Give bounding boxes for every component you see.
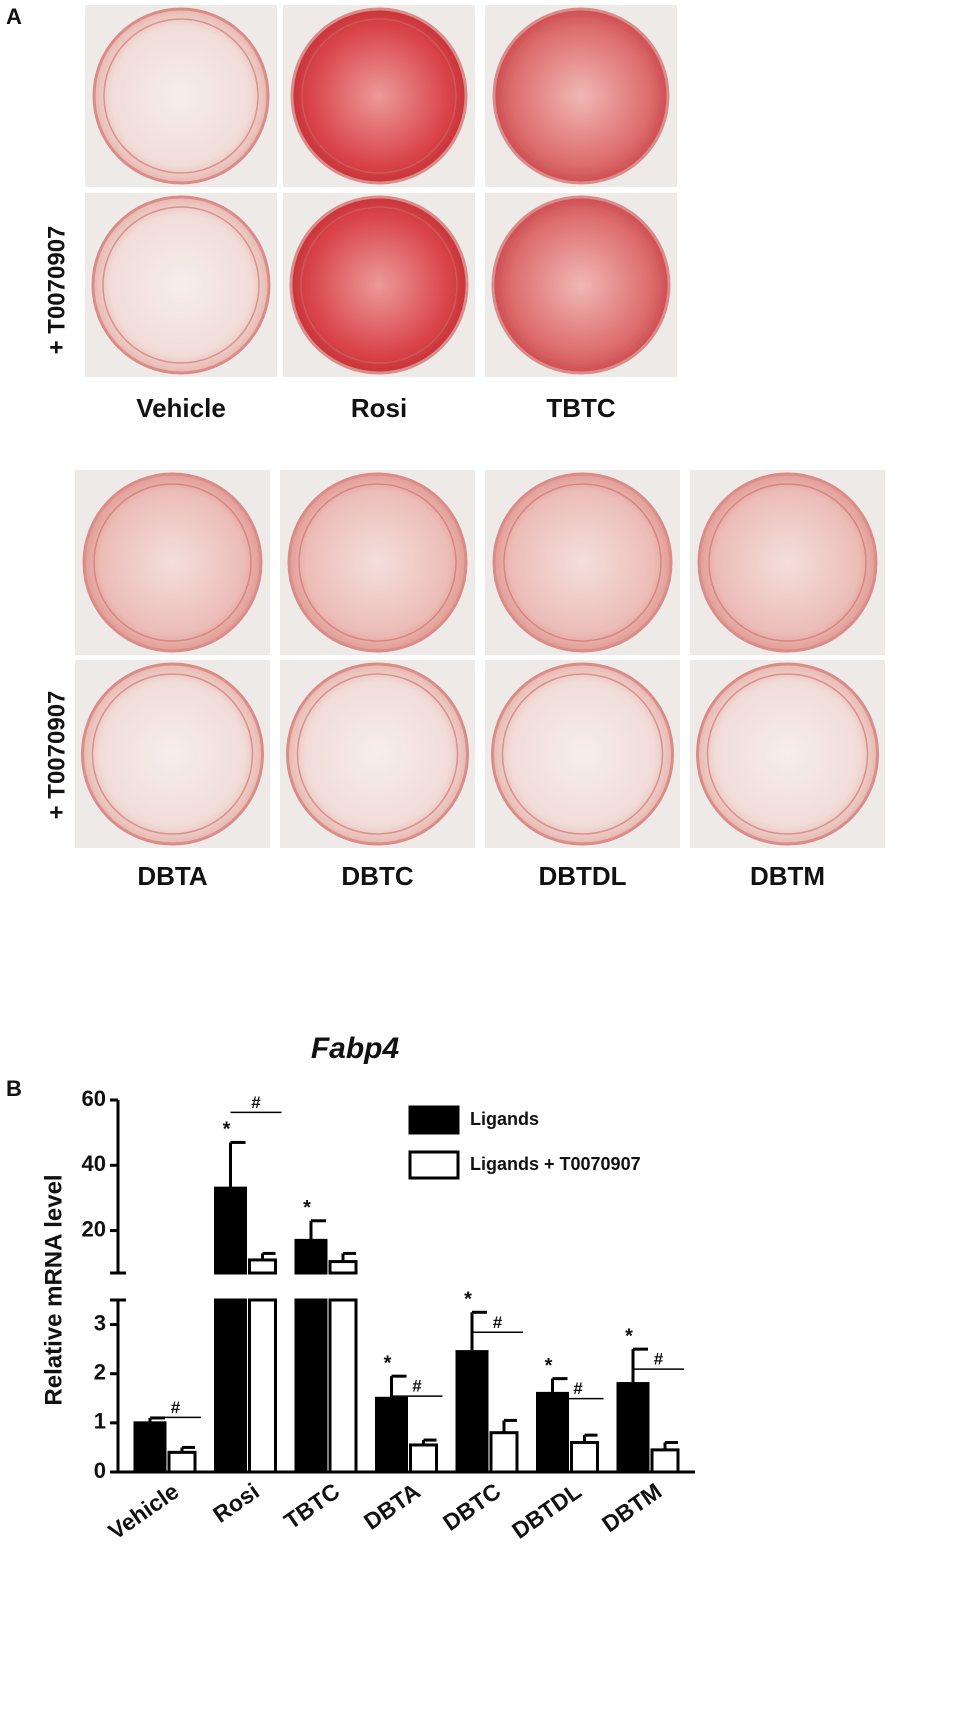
bar bbox=[248, 1258, 277, 1275]
legend-label: Ligands bbox=[470, 1109, 539, 1129]
dish-rim bbox=[501, 673, 664, 835]
dish bbox=[286, 662, 469, 846]
significance-star: * bbox=[464, 1289, 472, 1311]
y-tick-label: 0 bbox=[94, 1458, 106, 1483]
x-tick-label: Vehicle bbox=[103, 1478, 183, 1545]
y-tick-label: 3 bbox=[94, 1310, 106, 1335]
column-label: DBTM bbox=[750, 861, 825, 891]
dish-rim bbox=[296, 673, 459, 835]
significance-hash: # bbox=[171, 1398, 181, 1417]
bar bbox=[570, 1441, 599, 1474]
y-tick-label: 1 bbox=[94, 1409, 106, 1434]
bar bbox=[650, 1448, 680, 1474]
bar bbox=[214, 1298, 247, 1474]
x-tick-label: TBTC bbox=[279, 1478, 344, 1534]
significance-hash: # bbox=[573, 1379, 583, 1398]
dish bbox=[92, 7, 270, 185]
dish-rim bbox=[708, 483, 867, 642]
dish bbox=[491, 662, 674, 846]
dish bbox=[492, 472, 673, 653]
y-tick-label: 40 bbox=[82, 1151, 106, 1176]
bar bbox=[133, 1421, 167, 1474]
dish-rim bbox=[503, 483, 662, 642]
y-tick-label: 2 bbox=[94, 1360, 106, 1385]
column-label: Rosi bbox=[351, 393, 407, 423]
column-label: TBTC bbox=[546, 393, 616, 423]
dish-rim bbox=[102, 206, 260, 364]
bar bbox=[294, 1238, 328, 1275]
dish bbox=[290, 7, 468, 185]
significance-hash: # bbox=[654, 1350, 664, 1369]
y-axis-label: Relative mRNA level bbox=[40, 1174, 67, 1405]
dish-rim bbox=[706, 673, 869, 835]
bar bbox=[328, 1298, 358, 1474]
dish bbox=[491, 195, 671, 375]
legend-swatch bbox=[408, 1150, 460, 1180]
dish bbox=[81, 662, 264, 846]
row-label: + T0070907 bbox=[43, 226, 70, 355]
dish bbox=[697, 472, 878, 653]
significance-star: * bbox=[303, 1197, 311, 1219]
dish bbox=[289, 195, 469, 375]
dish bbox=[696, 662, 879, 846]
dish-rim bbox=[91, 673, 254, 835]
chart-title: Fabp4 bbox=[311, 1032, 400, 1065]
significance-star: * bbox=[384, 1352, 392, 1374]
dish-rim bbox=[103, 18, 259, 174]
significance-hash: # bbox=[493, 1313, 503, 1332]
bar bbox=[167, 1450, 197, 1474]
column-label: DBTDL bbox=[538, 861, 626, 891]
bar bbox=[375, 1396, 408, 1474]
dish bbox=[91, 195, 271, 375]
bar bbox=[294, 1298, 328, 1474]
bar bbox=[214, 1186, 247, 1275]
y-tick-label: 20 bbox=[82, 1216, 106, 1241]
panel-label: B bbox=[6, 1076, 22, 1101]
dish-rim bbox=[502, 206, 660, 364]
significance-hash: # bbox=[412, 1377, 422, 1396]
bar bbox=[489, 1431, 519, 1474]
bar bbox=[536, 1391, 569, 1474]
column-label: DBTC bbox=[341, 861, 413, 891]
y-tick-label: 60 bbox=[82, 1086, 106, 1111]
dish-rim bbox=[93, 483, 252, 642]
significance-star: * bbox=[545, 1355, 553, 1377]
significance-hash: # bbox=[251, 1093, 261, 1112]
dish-rim bbox=[298, 483, 457, 642]
dish bbox=[492, 7, 670, 185]
dish bbox=[82, 472, 263, 653]
x-tick-label: DBTDL bbox=[507, 1478, 586, 1544]
legend-label: Ligands + T0070907 bbox=[470, 1154, 641, 1174]
dish-rim bbox=[300, 206, 458, 364]
bar bbox=[248, 1298, 277, 1474]
bar bbox=[455, 1350, 489, 1474]
x-tick-label: DBTM bbox=[597, 1478, 666, 1537]
panel-label: A bbox=[6, 4, 22, 29]
dish-rim bbox=[503, 18, 659, 174]
legend-swatch bbox=[408, 1105, 460, 1135]
bar bbox=[328, 1260, 358, 1275]
column-label: DBTA bbox=[137, 861, 208, 891]
column-label: Vehicle bbox=[136, 393, 226, 423]
dish bbox=[287, 472, 468, 653]
bar bbox=[409, 1443, 438, 1474]
bar bbox=[616, 1382, 650, 1474]
x-tick-label: DBTC bbox=[438, 1478, 505, 1536]
row-label: + T0070907 bbox=[43, 691, 70, 820]
x-tick-label: DBTA bbox=[359, 1478, 425, 1535]
dish-rim bbox=[301, 18, 457, 174]
significance-star: * bbox=[223, 1119, 231, 1141]
significance-star: * bbox=[625, 1325, 633, 1347]
x-tick-label: Rosi bbox=[208, 1478, 264, 1528]
